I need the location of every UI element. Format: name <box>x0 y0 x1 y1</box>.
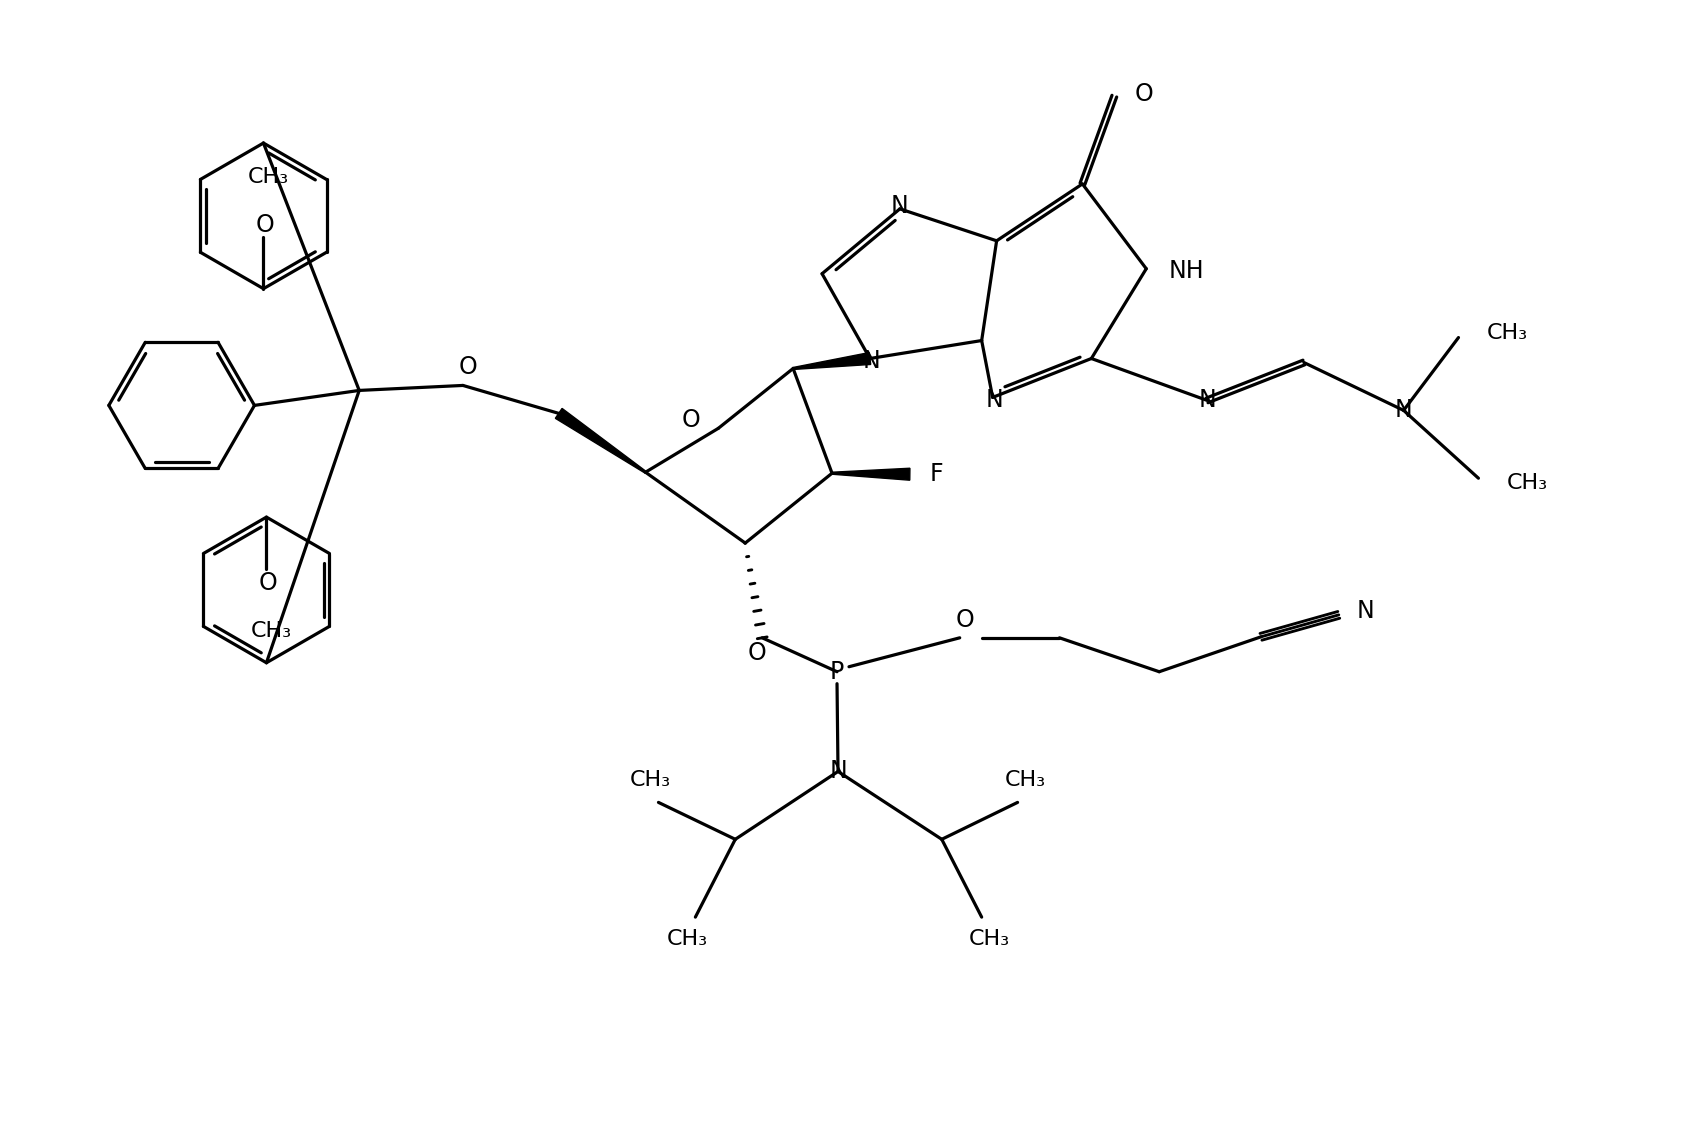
Polygon shape <box>794 353 871 370</box>
Text: O: O <box>259 571 277 595</box>
Text: N: N <box>829 760 848 783</box>
Text: CH₃: CH₃ <box>1506 473 1548 493</box>
Text: O: O <box>1134 82 1152 106</box>
Text: O: O <box>459 355 477 380</box>
Text: N: N <box>1198 389 1217 413</box>
Text: N: N <box>1357 599 1374 623</box>
Text: NH: NH <box>1167 259 1203 283</box>
Text: N: N <box>1394 398 1413 423</box>
Polygon shape <box>555 408 646 473</box>
Text: O: O <box>748 641 766 664</box>
Text: N: N <box>986 389 1003 413</box>
Text: CH₃: CH₃ <box>970 930 1010 949</box>
Text: CH₃: CH₃ <box>1486 323 1528 343</box>
Text: F: F <box>931 462 944 487</box>
Text: CH₃: CH₃ <box>247 167 289 187</box>
Text: N: N <box>892 193 909 218</box>
Text: CH₃: CH₃ <box>629 770 672 790</box>
Text: CH₃: CH₃ <box>250 620 293 641</box>
Text: CH₃: CH₃ <box>1005 770 1046 790</box>
Text: N: N <box>863 350 882 373</box>
Text: O: O <box>255 212 274 237</box>
Text: P: P <box>829 660 844 683</box>
Text: O: O <box>956 608 975 632</box>
Text: CH₃: CH₃ <box>667 930 707 949</box>
Text: O: O <box>682 408 700 433</box>
Polygon shape <box>832 469 910 480</box>
